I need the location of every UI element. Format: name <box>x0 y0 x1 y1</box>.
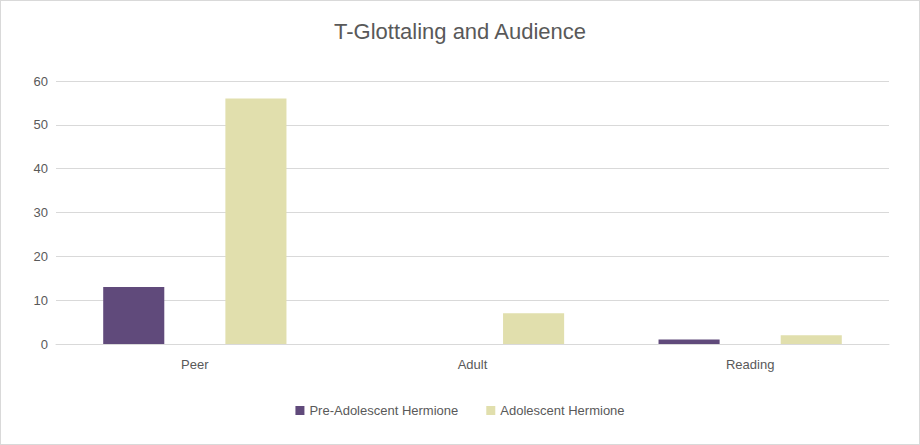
svg-text:60: 60 <box>34 74 48 89</box>
svg-text:Reading: Reading <box>726 357 774 372</box>
svg-text:30: 30 <box>34 205 48 220</box>
svg-text:10: 10 <box>34 293 48 308</box>
svg-text:Adult: Adult <box>458 357 488 372</box>
svg-text:Adolescent Hermione: Adolescent Hermione <box>500 403 624 418</box>
svg-text:20: 20 <box>34 249 48 264</box>
svg-text:50: 50 <box>34 117 48 132</box>
svg-text:40: 40 <box>34 161 48 176</box>
svg-text:Peer: Peer <box>181 357 209 372</box>
svg-text:T-Glottaling and Audience: T-Glottaling and Audience <box>334 19 586 44</box>
svg-text:0: 0 <box>41 337 48 352</box>
svg-text:Pre-Adolescent Hermione: Pre-Adolescent Hermione <box>309 403 458 418</box>
